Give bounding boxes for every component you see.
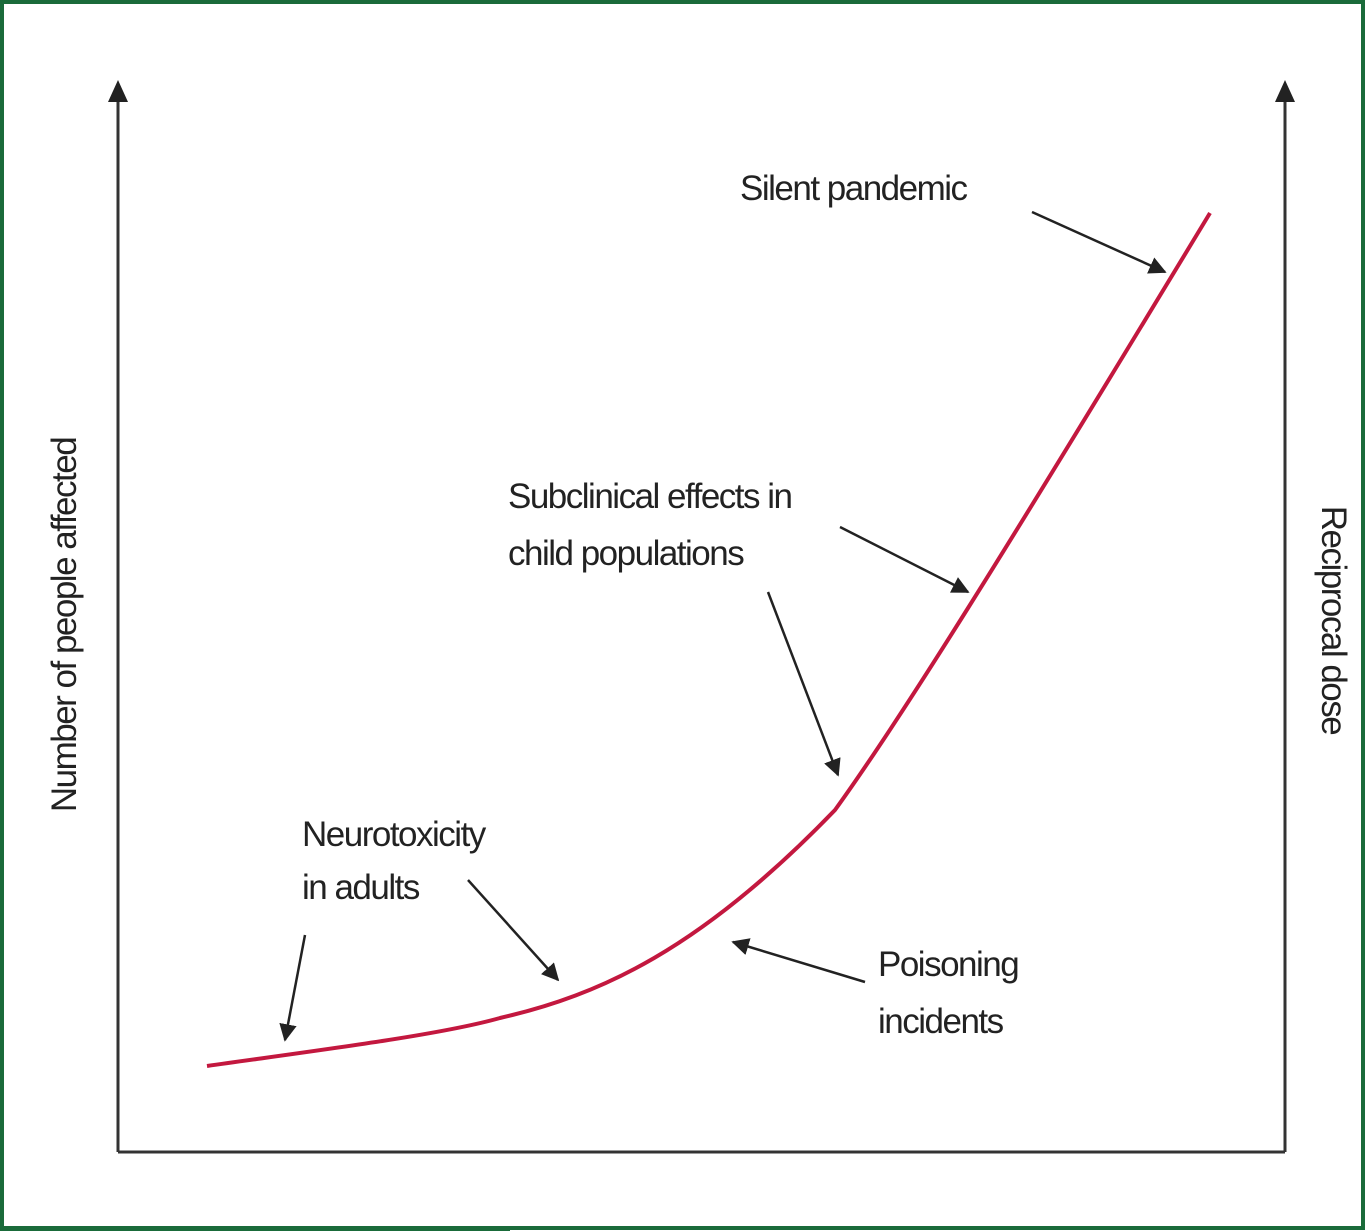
right-axis-arrow xyxy=(1275,80,1295,102)
y-left-label: Number of people affected xyxy=(45,438,84,812)
left-axis-arrow xyxy=(108,80,128,102)
arrow xyxy=(839,525,970,594)
curve xyxy=(206,211,1212,1068)
annotation-line: Subclinical effects in xyxy=(508,477,792,516)
arrow xyxy=(766,591,841,777)
arrow xyxy=(467,879,560,982)
arrow xyxy=(279,934,307,1042)
annotation-line: in adults xyxy=(302,868,420,907)
arrow xyxy=(1031,210,1167,274)
annotation-line: Silent pandemic xyxy=(740,169,968,208)
y-right-label: Reciprocal dose xyxy=(1314,506,1353,734)
annotation-line: Neurotoxicity xyxy=(302,815,487,854)
arrow xyxy=(731,938,866,984)
annotation-line: incidents xyxy=(878,1002,1004,1041)
annotation-line: child populations xyxy=(508,534,744,573)
annotation-line: Poisoning xyxy=(878,945,1018,984)
